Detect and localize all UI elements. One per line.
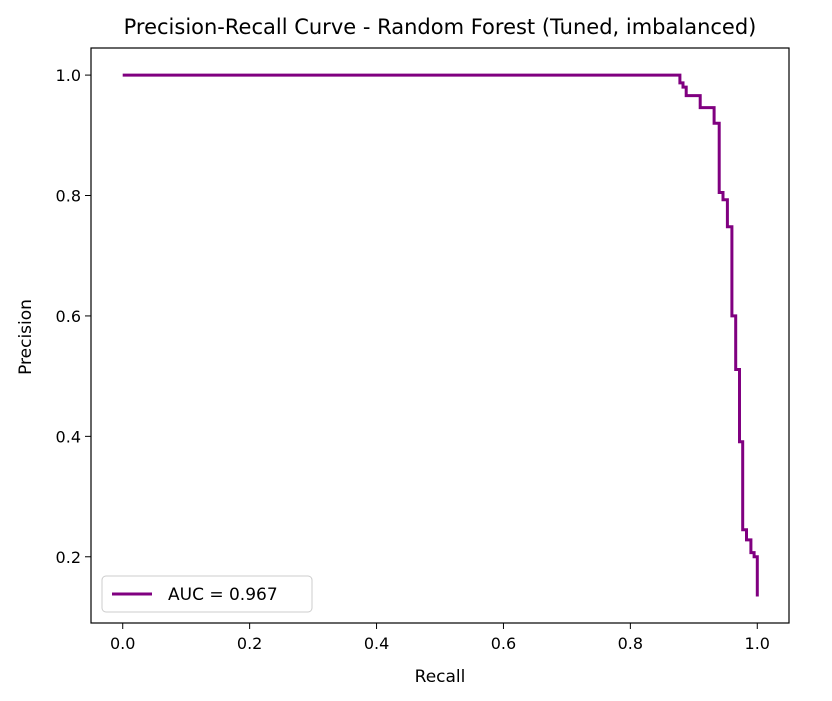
y-axis-label: Precision [16,299,36,375]
pr-curve-line [122,73,759,597]
x-tick-label: 1.0 [745,634,770,653]
x-tick-label: 0.4 [364,634,389,653]
y-tick-label: 0.2 [56,548,81,567]
legend-label: AUC = 0.967 [168,585,278,605]
y-tick-label: 1.0 [56,66,81,85]
y-tick-label: 0.8 [56,187,81,206]
chart-title: Precision-Recall Curve - Random Forest (… [124,15,757,39]
y-tick-label: 0.4 [56,427,81,446]
plot-area: 0.0 0.2 0.4 0.6 0.8 1.0 0.2 0.4 0.6 0.8 1.0 AUC = 0… [56,47,790,653]
plot-frame [90,47,790,624]
x-tick-label: 0.6 [491,634,516,653]
x-tick-label: 0.0 [110,634,135,653]
x-axis-label: Recall [415,667,466,687]
x-tick-label: 0.2 [237,634,262,653]
legend-box [101,575,313,613]
x-tick-label: 0.8 [618,634,643,653]
y-tick-label: 0.6 [56,307,81,326]
